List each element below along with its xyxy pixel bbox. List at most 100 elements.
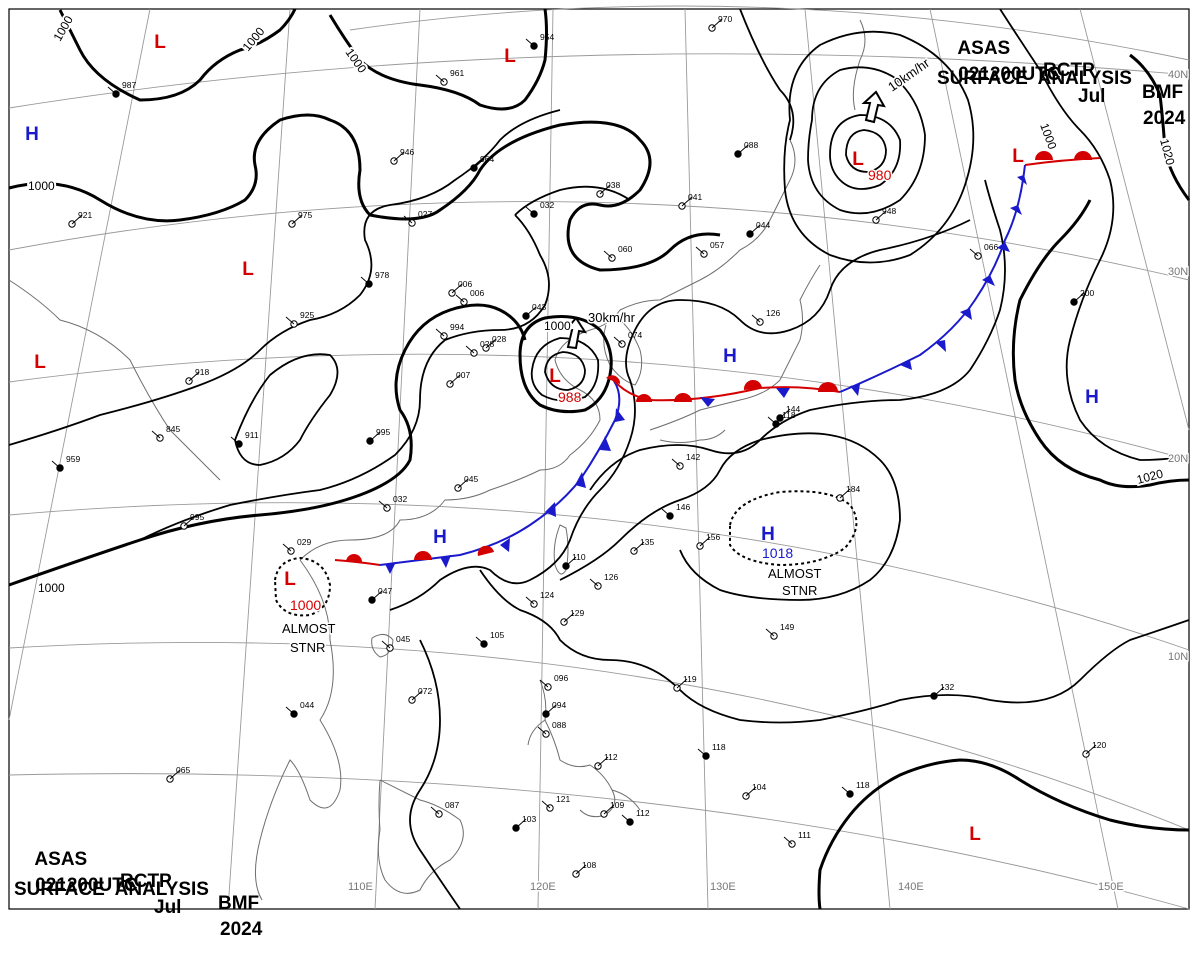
station-pressure-value: 096 [554,673,568,683]
station-pressure-value: 156 [706,532,720,542]
station-pressure-value: 126 [766,308,780,318]
wind-barb [589,578,599,587]
station-pressure-value: 044 [756,220,770,230]
front-semicircle [477,545,494,556]
station-pressure-value: 110 [572,552,586,562]
station-pressure-value: 032 [393,494,407,504]
front-semicircle [818,382,838,392]
dotted-isobar-high1018 [729,490,858,567]
wind-barb [188,371,200,382]
isobar-1012-south [409,639,461,910]
high-pressure-symbol: H [723,346,737,367]
station-pressure-value: 111 [798,830,811,840]
front-semicircle [606,375,621,384]
warm-front-line-west [334,559,381,566]
front-triangle [600,436,611,451]
cold-front-triangles [385,175,1027,574]
wind-barb [681,196,693,207]
longitude-label: 140E [898,881,924,893]
longitude-label: 110E [348,881,373,893]
station-pressure-value: 925 [300,310,314,320]
front-semicircle [743,379,762,390]
station-pressure-value: 995 [376,427,390,437]
wind-barb [779,408,791,419]
front-triangle [1010,205,1022,215]
header-bottom-line3: SURFACE ANALYSIS [14,879,209,900]
low-pressure-symbol: L [1012,146,1024,167]
station-pressure-value: 948 [882,206,896,216]
station-pressure-value: 124 [540,590,554,600]
meridian-line [8,8,151,721]
low-pressure-symbol: L [969,824,981,845]
station-pressure-value: 057 [710,240,724,250]
station-pressure-value: 104 [752,782,766,792]
wind-barb [169,769,181,780]
station-pressure-value: 032 [540,200,554,210]
header-top-word: 021200UTC [958,64,1061,85]
wind-barb [1085,744,1097,755]
header-bottom-word: 2024 [220,919,263,940]
warm-front-line-east [611,377,841,402]
station-pressure-value: 006 [458,279,472,289]
low-pressure-symbol: L [34,352,46,373]
low-pressure-symbol: L [549,366,561,387]
motion-speed-label: 30km/hr [588,310,636,325]
central-pressure-value: 988 [558,389,582,405]
wind-barb [599,184,611,195]
station-pressure-value: 006 [470,288,484,298]
wind-barb [230,436,240,445]
front-semicircle [414,551,432,560]
wind-barb [613,336,623,345]
front-semicircle [1074,151,1092,160]
wind-barb [783,836,793,845]
wind-barb [183,516,195,527]
isobar-1000-nw-loop [58,8,297,102]
station-pressure-value: 970 [718,14,732,24]
station-pressure-value: 088 [552,720,566,730]
wind-barb [597,756,609,767]
isobar-1000-west [8,303,527,587]
high-pressure-symbol: H [433,527,447,548]
station-pressure-value: 065 [176,765,190,775]
isobar-1012-mid2 [559,432,901,601]
map-frame [8,8,1190,910]
front-triangle [935,340,946,352]
wind-barb [151,430,161,439]
station-pressure-value: 044 [300,700,314,710]
isobar-1008-center [139,185,631,541]
front-triangle [960,308,972,320]
isobar-ne-1004 [999,8,1190,461]
header-bottom-line1: ASAS RCTP BMF [14,827,259,937]
wind-barb [545,704,557,715]
wind-barb [525,206,535,215]
front-semicircle [346,554,362,562]
motion-arrow-low988 [563,316,588,350]
front-semicircle [674,393,692,402]
wind-barb [875,210,887,221]
station-pressure-value: 119 [683,674,697,684]
longitude-label: 130E [710,881,736,893]
map-canvas: 987 946 961 964 027 975 978 006 994 043 028 007 911 9… [8,5,1191,910]
header-top-word: RCTP [1043,60,1095,81]
wind-barb [435,328,445,337]
isobar-low980-core [845,129,887,173]
high-pressure-symbol: H [1085,387,1099,408]
parallel-line [8,641,1190,831]
wind-barb [767,416,777,425]
station-pressure-value: 060 [618,244,632,254]
station-pressure-value: 094 [552,700,566,710]
header-top-word: ASAS [957,38,1011,59]
low-pressure-symbol: L [242,259,254,280]
header-bottom-word: BMF [218,893,260,914]
wind-barb [71,214,83,225]
wind-barb [369,431,381,442]
station-pressure-value: 121 [556,794,570,804]
wind-barb [411,690,423,701]
header-top-line2: 021200UTC Jul 2024 [937,42,1185,152]
station-pressure-value: 108 [582,860,596,870]
wind-barb [291,214,303,225]
header-bottom-word: RCTP [120,871,172,892]
latitude-label: 20N [1168,453,1188,465]
front-triangle [776,388,790,398]
meridian-line [804,8,891,910]
